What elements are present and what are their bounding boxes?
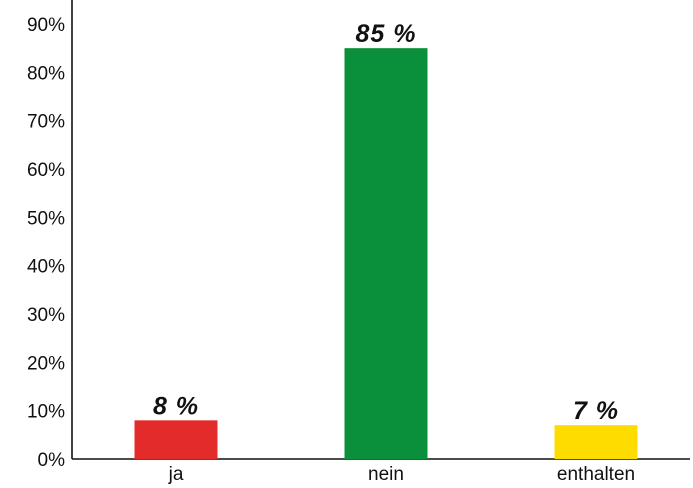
x-tick-label-enthalten: enthalten xyxy=(557,464,635,485)
y-tick-label: 0% xyxy=(38,450,66,471)
data-label-nein: 85 % xyxy=(356,20,417,48)
bars xyxy=(134,48,638,460)
x-axis: ja nein enthalten xyxy=(72,458,690,485)
y-tick-label: 20% xyxy=(27,353,65,374)
x-tick-label-ja: ja xyxy=(168,464,184,485)
y-tick-label: 70% xyxy=(27,112,65,133)
data-labels: 8 % 85 % 7 % xyxy=(153,20,619,425)
data-label-ja: 8 % xyxy=(153,392,199,420)
data-label-enthalten: 7 % xyxy=(573,397,619,425)
bar-nein xyxy=(344,48,428,460)
y-tick-label: 30% xyxy=(27,305,65,326)
x-tick-label-nein: nein xyxy=(368,464,404,485)
y-tick-label: 90% xyxy=(27,15,65,36)
y-tick-label: 10% xyxy=(27,402,65,423)
y-tick-label: 80% xyxy=(27,63,65,84)
y-tick-label: 50% xyxy=(27,208,65,229)
y-axis: 0% 10% 20% 30% 40% 50% 60% 70% 80% 90% xyxy=(27,0,73,471)
bar-ja xyxy=(134,420,218,459)
y-tick-label: 60% xyxy=(27,160,65,181)
bar-enthalten xyxy=(554,425,638,459)
y-tick-label: 40% xyxy=(27,257,65,278)
